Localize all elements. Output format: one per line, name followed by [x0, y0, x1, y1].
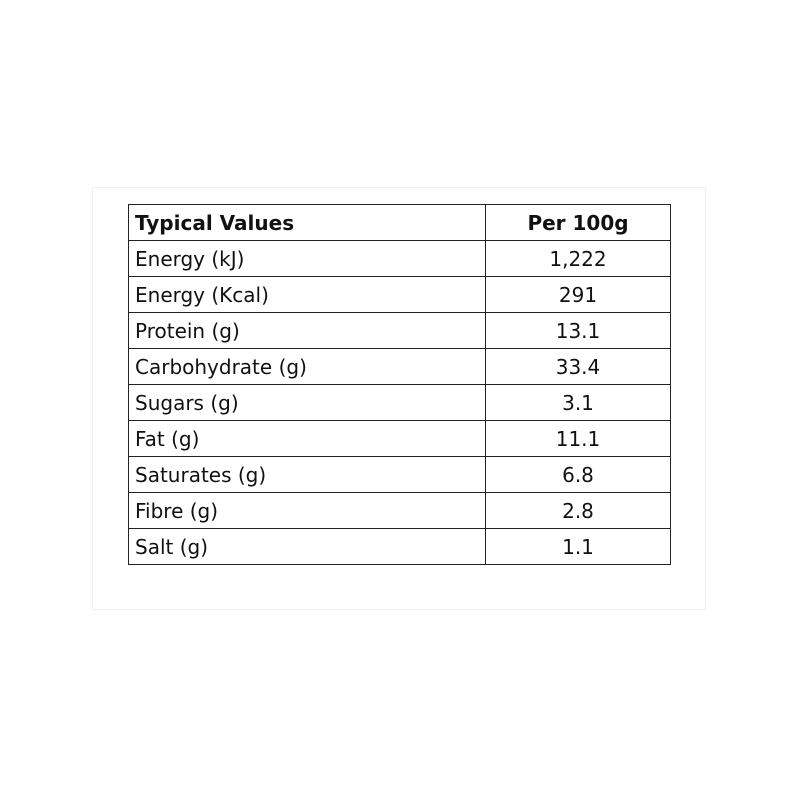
nutrient-name: Energy (kJ) — [128, 240, 486, 277]
nutrient-value: 2.8 — [485, 492, 671, 529]
nutrient-name: Salt (g) — [128, 528, 486, 565]
table-body: Energy (kJ) 1,222 Energy (Kcal) 291 Protein … — [128, 240, 671, 565]
table-row: Protein (g) 13.1 — [128, 312, 671, 349]
nutrient-name: Saturates (g) — [128, 456, 486, 493]
nutrient-value: 1.1 — [485, 528, 671, 565]
nutrient-name: Carbohydrate (g) — [128, 348, 486, 385]
nutrient-name: Sugars (g) — [128, 384, 486, 421]
nutrient-value: 6.8 — [485, 456, 671, 493]
nutrient-name: Fibre (g) — [128, 492, 486, 529]
nutrient-value: 13.1 — [485, 312, 671, 349]
nutrient-value: 11.1 — [485, 420, 671, 457]
nutrient-name: Protein (g) — [128, 312, 486, 349]
card — [92, 187, 706, 610]
table-row: Energy (Kcal) 291 — [128, 276, 671, 313]
table-head: Typical Values Per 100g — [128, 204, 671, 241]
table-row: Carbohydrate (g) 33.4 — [128, 348, 671, 385]
table-row: Fat (g) 11.1 — [128, 420, 671, 457]
nutrient-value: 1,222 — [485, 240, 671, 277]
header-row: Typical Values Per 100g — [128, 204, 671, 241]
table-row: Saturates (g) 6.8 — [128, 456, 671, 493]
nutrient-name: Fat (g) — [128, 420, 486, 457]
header-cell: Typical Values — [128, 204, 486, 241]
nutrient-value: 33.4 — [485, 348, 671, 385]
header-cell: Per 100g — [485, 204, 671, 241]
table-row: Salt (g) 1.1 — [128, 528, 671, 565]
nutrient-value: 291 — [485, 276, 671, 313]
table-row: Energy (kJ) 1,222 — [128, 240, 671, 277]
nutrient-name: Energy (Kcal) — [128, 276, 486, 313]
table-row: Sugars (g) 3.1 — [128, 384, 671, 421]
table-row: Fibre (g) 2.8 — [128, 492, 671, 529]
nutrition-table: Typical Values Per 100g Energy (kJ) 1,222… — [128, 204, 671, 565]
nutrient-value: 3.1 — [485, 384, 671, 421]
